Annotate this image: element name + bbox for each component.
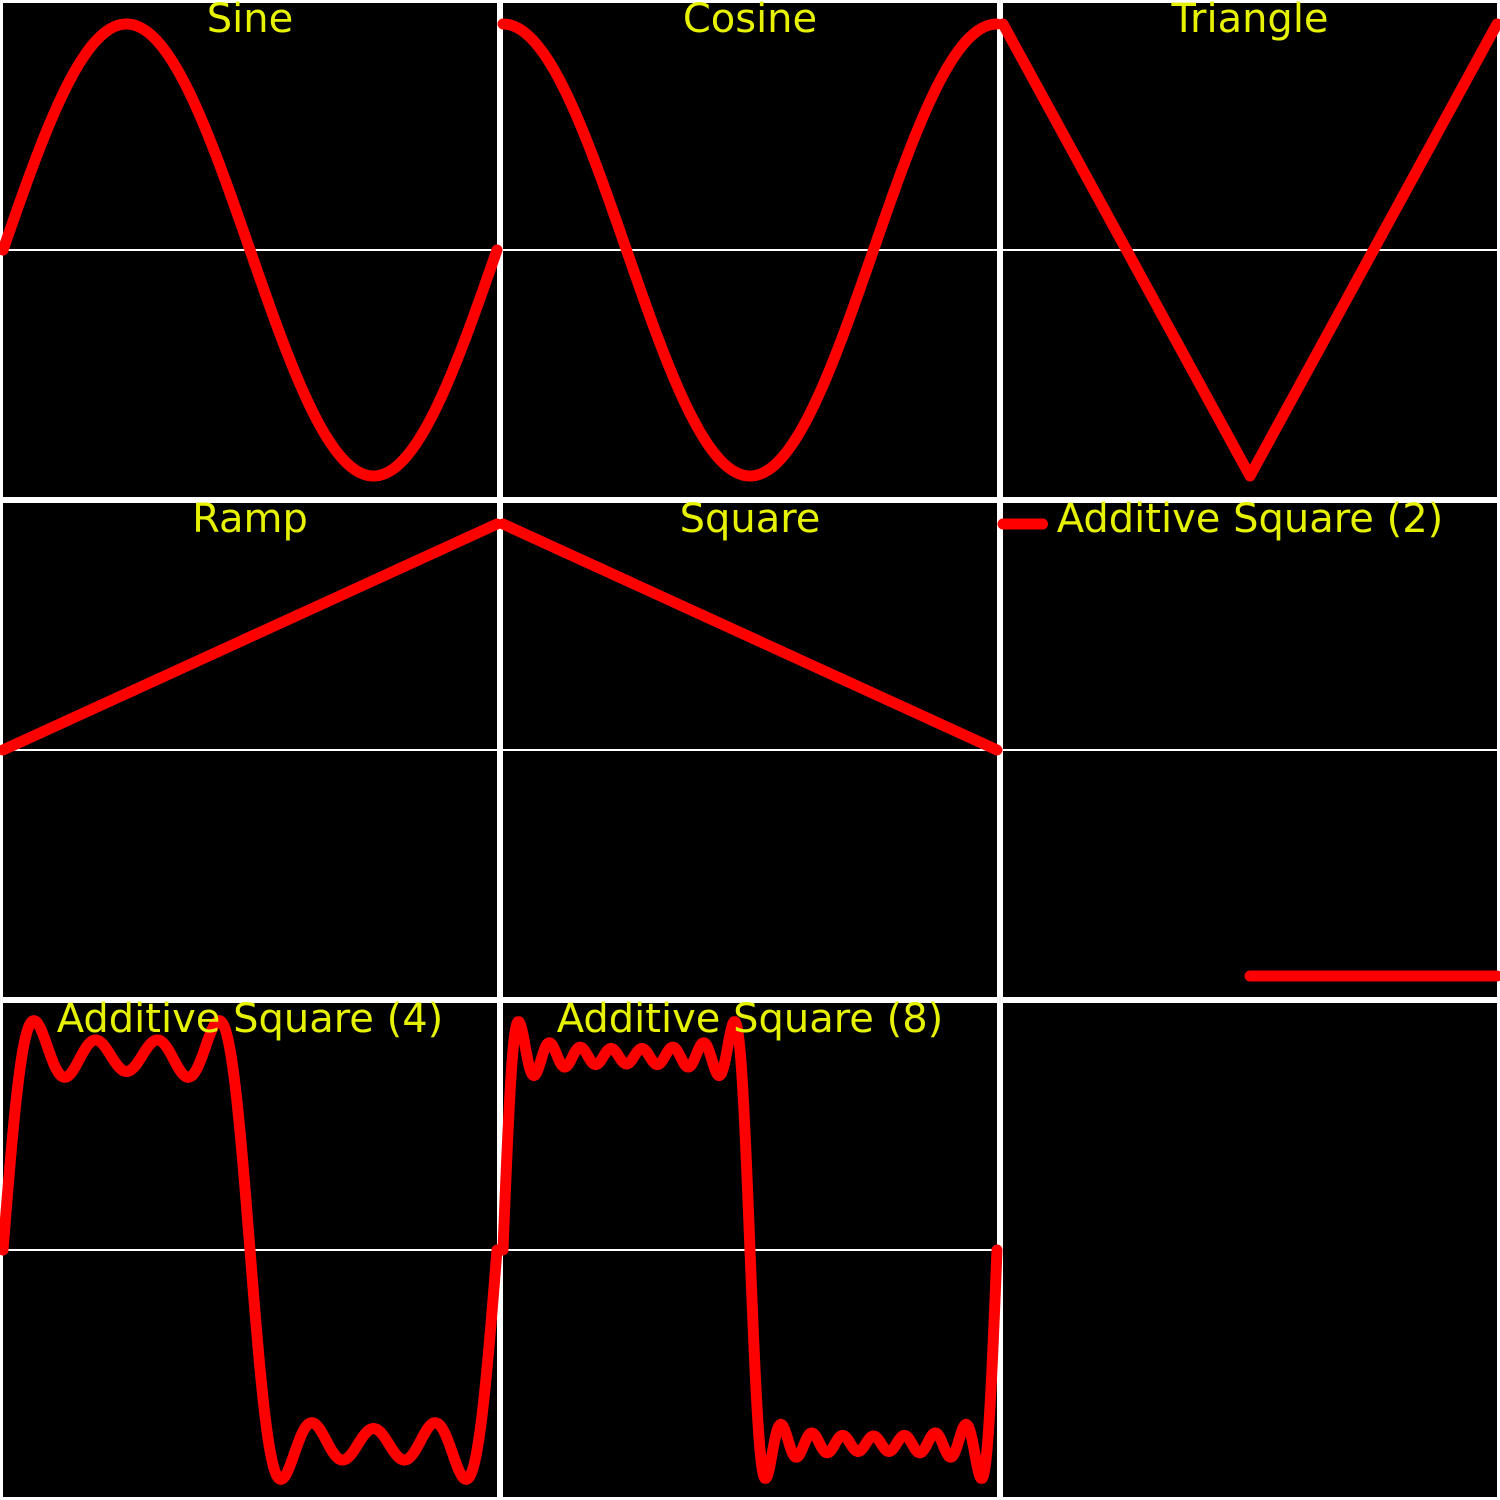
waveform-line: [497, 18, 1003, 482]
waveform-line: [0, 518, 503, 756]
chart-panel: Additive Square (2): [997, 496, 1500, 997]
chart-panel: [1003, 1003, 1497, 1497]
chart-panel: Triangle: [997, 0, 1500, 497]
panel-title: Sine: [207, 0, 293, 42]
plot-area: [1003, 1003, 1497, 1497]
chart-panel: Cosine: [497, 0, 1003, 497]
waveform-line: [0, 18, 503, 482]
chart-panel: Sine: [0, 0, 503, 497]
panel-title: Additive Square (2): [1057, 496, 1444, 542]
waveform-line: [497, 518, 1003, 756]
chart-panel: Additive Square (8): [497, 996, 1003, 1497]
panel-title: Additive Square (4): [57, 996, 444, 1042]
panel-title: Triangle: [1170, 0, 1328, 42]
waveform-line: [997, 18, 1500, 482]
panel-title: Ramp: [192, 496, 308, 542]
chart-panel: Additive Square (4): [0, 996, 503, 1497]
chart-panel: Square: [497, 496, 1003, 997]
chart-panel: Ramp: [0, 496, 503, 997]
waveform-line: [0, 1015, 503, 1485]
waveform-line: [497, 1016, 1003, 1484]
panel-title: Additive Square (8): [557, 996, 944, 1042]
panel-title: Square: [680, 496, 821, 542]
panel-title: Cosine: [683, 0, 817, 42]
